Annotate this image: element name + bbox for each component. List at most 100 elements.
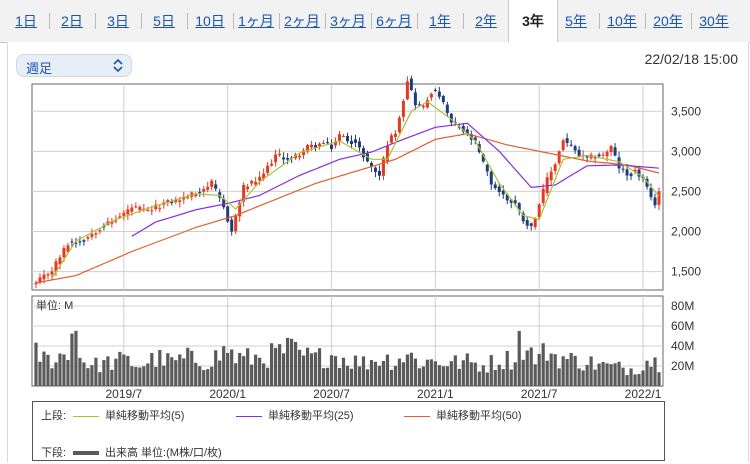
ma50-line bbox=[35, 133, 660, 284]
tab-3[interactable]: 3日 bbox=[107, 13, 129, 29]
candle-body bbox=[94, 233, 98, 235]
candle-body bbox=[78, 241, 82, 243]
candle-body bbox=[509, 199, 513, 203]
volume-bar bbox=[270, 343, 274, 386]
tab-separator bbox=[599, 13, 600, 29]
price-tick-label: 1,500 bbox=[671, 265, 701, 279]
volume-bar bbox=[282, 353, 286, 386]
volume-bar bbox=[529, 347, 533, 386]
legend-ma5-label: 単純移動平均(5) bbox=[105, 410, 185, 422]
price-panel-frame bbox=[31, 83, 664, 291]
volume-bar bbox=[174, 360, 178, 386]
period-select-value: 週足 bbox=[26, 61, 53, 76]
tab-16[interactable]: 30年 bbox=[699, 13, 729, 29]
volume-bar bbox=[385, 354, 390, 386]
volume-bar bbox=[605, 363, 609, 386]
volume-bar bbox=[218, 360, 222, 386]
volume-bar bbox=[649, 366, 653, 386]
tab-8[interactable]: 3ヶ月 bbox=[330, 13, 366, 29]
candle-body bbox=[158, 208, 162, 210]
tab-9[interactable]: 6ヶ月 bbox=[376, 13, 412, 29]
candle-body bbox=[525, 219, 529, 226]
candle-body bbox=[637, 169, 641, 177]
volume-bar bbox=[198, 366, 202, 386]
volume-bar bbox=[142, 366, 146, 386]
legend: 上段: 単純移動平均(5) 単純移動平均(25) 単純移動平均(50) 下段: … bbox=[32, 401, 665, 461]
legend-ma50-label: 単純移動平均(50) bbox=[436, 410, 522, 422]
tab-14[interactable]: 10年 bbox=[607, 13, 637, 29]
tab-2[interactable]: 2日 bbox=[61, 13, 83, 29]
volume-bar bbox=[625, 375, 629, 386]
volume-bar bbox=[242, 356, 246, 386]
volume-bar bbox=[453, 355, 457, 386]
candle-body bbox=[417, 104, 421, 106]
volume-bar bbox=[285, 337, 290, 386]
candle-body bbox=[310, 144, 314, 148]
tab-11[interactable]: 2年 bbox=[475, 13, 497, 29]
x-tick-label: 2020/7 bbox=[313, 387, 350, 400]
volume-bar bbox=[561, 356, 565, 386]
tab-10[interactable]: 1年 bbox=[429, 13, 451, 29]
period-select[interactable]: 週足 bbox=[16, 54, 132, 77]
volume-bar bbox=[321, 368, 326, 386]
volume-bar bbox=[138, 367, 142, 386]
tab-4[interactable]: 5日 bbox=[153, 13, 175, 29]
candle-body bbox=[437, 91, 441, 97]
volume-bar bbox=[505, 350, 509, 386]
candle-body bbox=[166, 200, 170, 203]
tab-6[interactable]: 1ヶ月 bbox=[238, 13, 274, 29]
volume-bar bbox=[301, 355, 306, 386]
volume-bar bbox=[621, 367, 625, 386]
candle-body bbox=[613, 147, 617, 156]
volume-bar bbox=[226, 352, 230, 386]
tab-15[interactable]: 20年 bbox=[653, 13, 683, 29]
volume-bar bbox=[58, 353, 62, 386]
tab-5[interactable]: 10日 bbox=[195, 13, 225, 29]
volume-bar bbox=[258, 357, 262, 386]
volume-bar bbox=[353, 355, 358, 386]
volume-bar bbox=[333, 356, 338, 386]
candle-body bbox=[421, 105, 425, 108]
tab-12[interactable]: 3年 bbox=[508, 0, 558, 43]
candle-body bbox=[357, 141, 361, 148]
candle-body bbox=[306, 145, 310, 152]
volume-bar bbox=[186, 347, 190, 386]
volume-bar bbox=[110, 369, 114, 386]
tab-7[interactable]: 2ヶ月 bbox=[284, 13, 320, 29]
volume-bar bbox=[246, 348, 250, 386]
candle-body bbox=[202, 189, 206, 192]
volume-bar bbox=[222, 346, 226, 386]
volume-bar bbox=[409, 352, 413, 386]
volume-tick-label: 20M bbox=[671, 359, 694, 373]
candle-body bbox=[541, 188, 545, 204]
candle-body bbox=[222, 198, 226, 208]
candle-body bbox=[645, 178, 649, 187]
candle-body bbox=[565, 138, 569, 143]
volume-bar bbox=[166, 353, 170, 386]
volume-bar bbox=[106, 356, 110, 386]
tab-13[interactable]: 5年 bbox=[565, 13, 587, 29]
volume-bar bbox=[70, 333, 74, 386]
candle-body bbox=[549, 171, 553, 181]
volume-bar bbox=[501, 369, 505, 386]
volume-bar bbox=[377, 365, 382, 386]
candle-body bbox=[326, 142, 330, 144]
volume-bar bbox=[545, 360, 549, 386]
volume-bar bbox=[345, 365, 350, 386]
candle-body bbox=[521, 213, 525, 222]
legend-ma5: 単純移動平均(5) bbox=[73, 407, 184, 423]
x-tick-label: 2021/1 bbox=[417, 387, 454, 400]
candle-body bbox=[334, 141, 338, 146]
tab-1[interactable]: 1日 bbox=[15, 13, 37, 29]
candle-body bbox=[397, 117, 401, 133]
volume-bar bbox=[397, 358, 402, 386]
candle-body bbox=[230, 219, 234, 232]
candle-body bbox=[314, 145, 318, 148]
candle-body bbox=[629, 173, 633, 177]
volume-bar bbox=[102, 360, 106, 386]
volume-bar bbox=[329, 355, 334, 386]
candle-body bbox=[122, 212, 126, 216]
volume-bar bbox=[405, 354, 410, 386]
volume-bar bbox=[317, 348, 322, 386]
tab-separator bbox=[279, 13, 280, 29]
